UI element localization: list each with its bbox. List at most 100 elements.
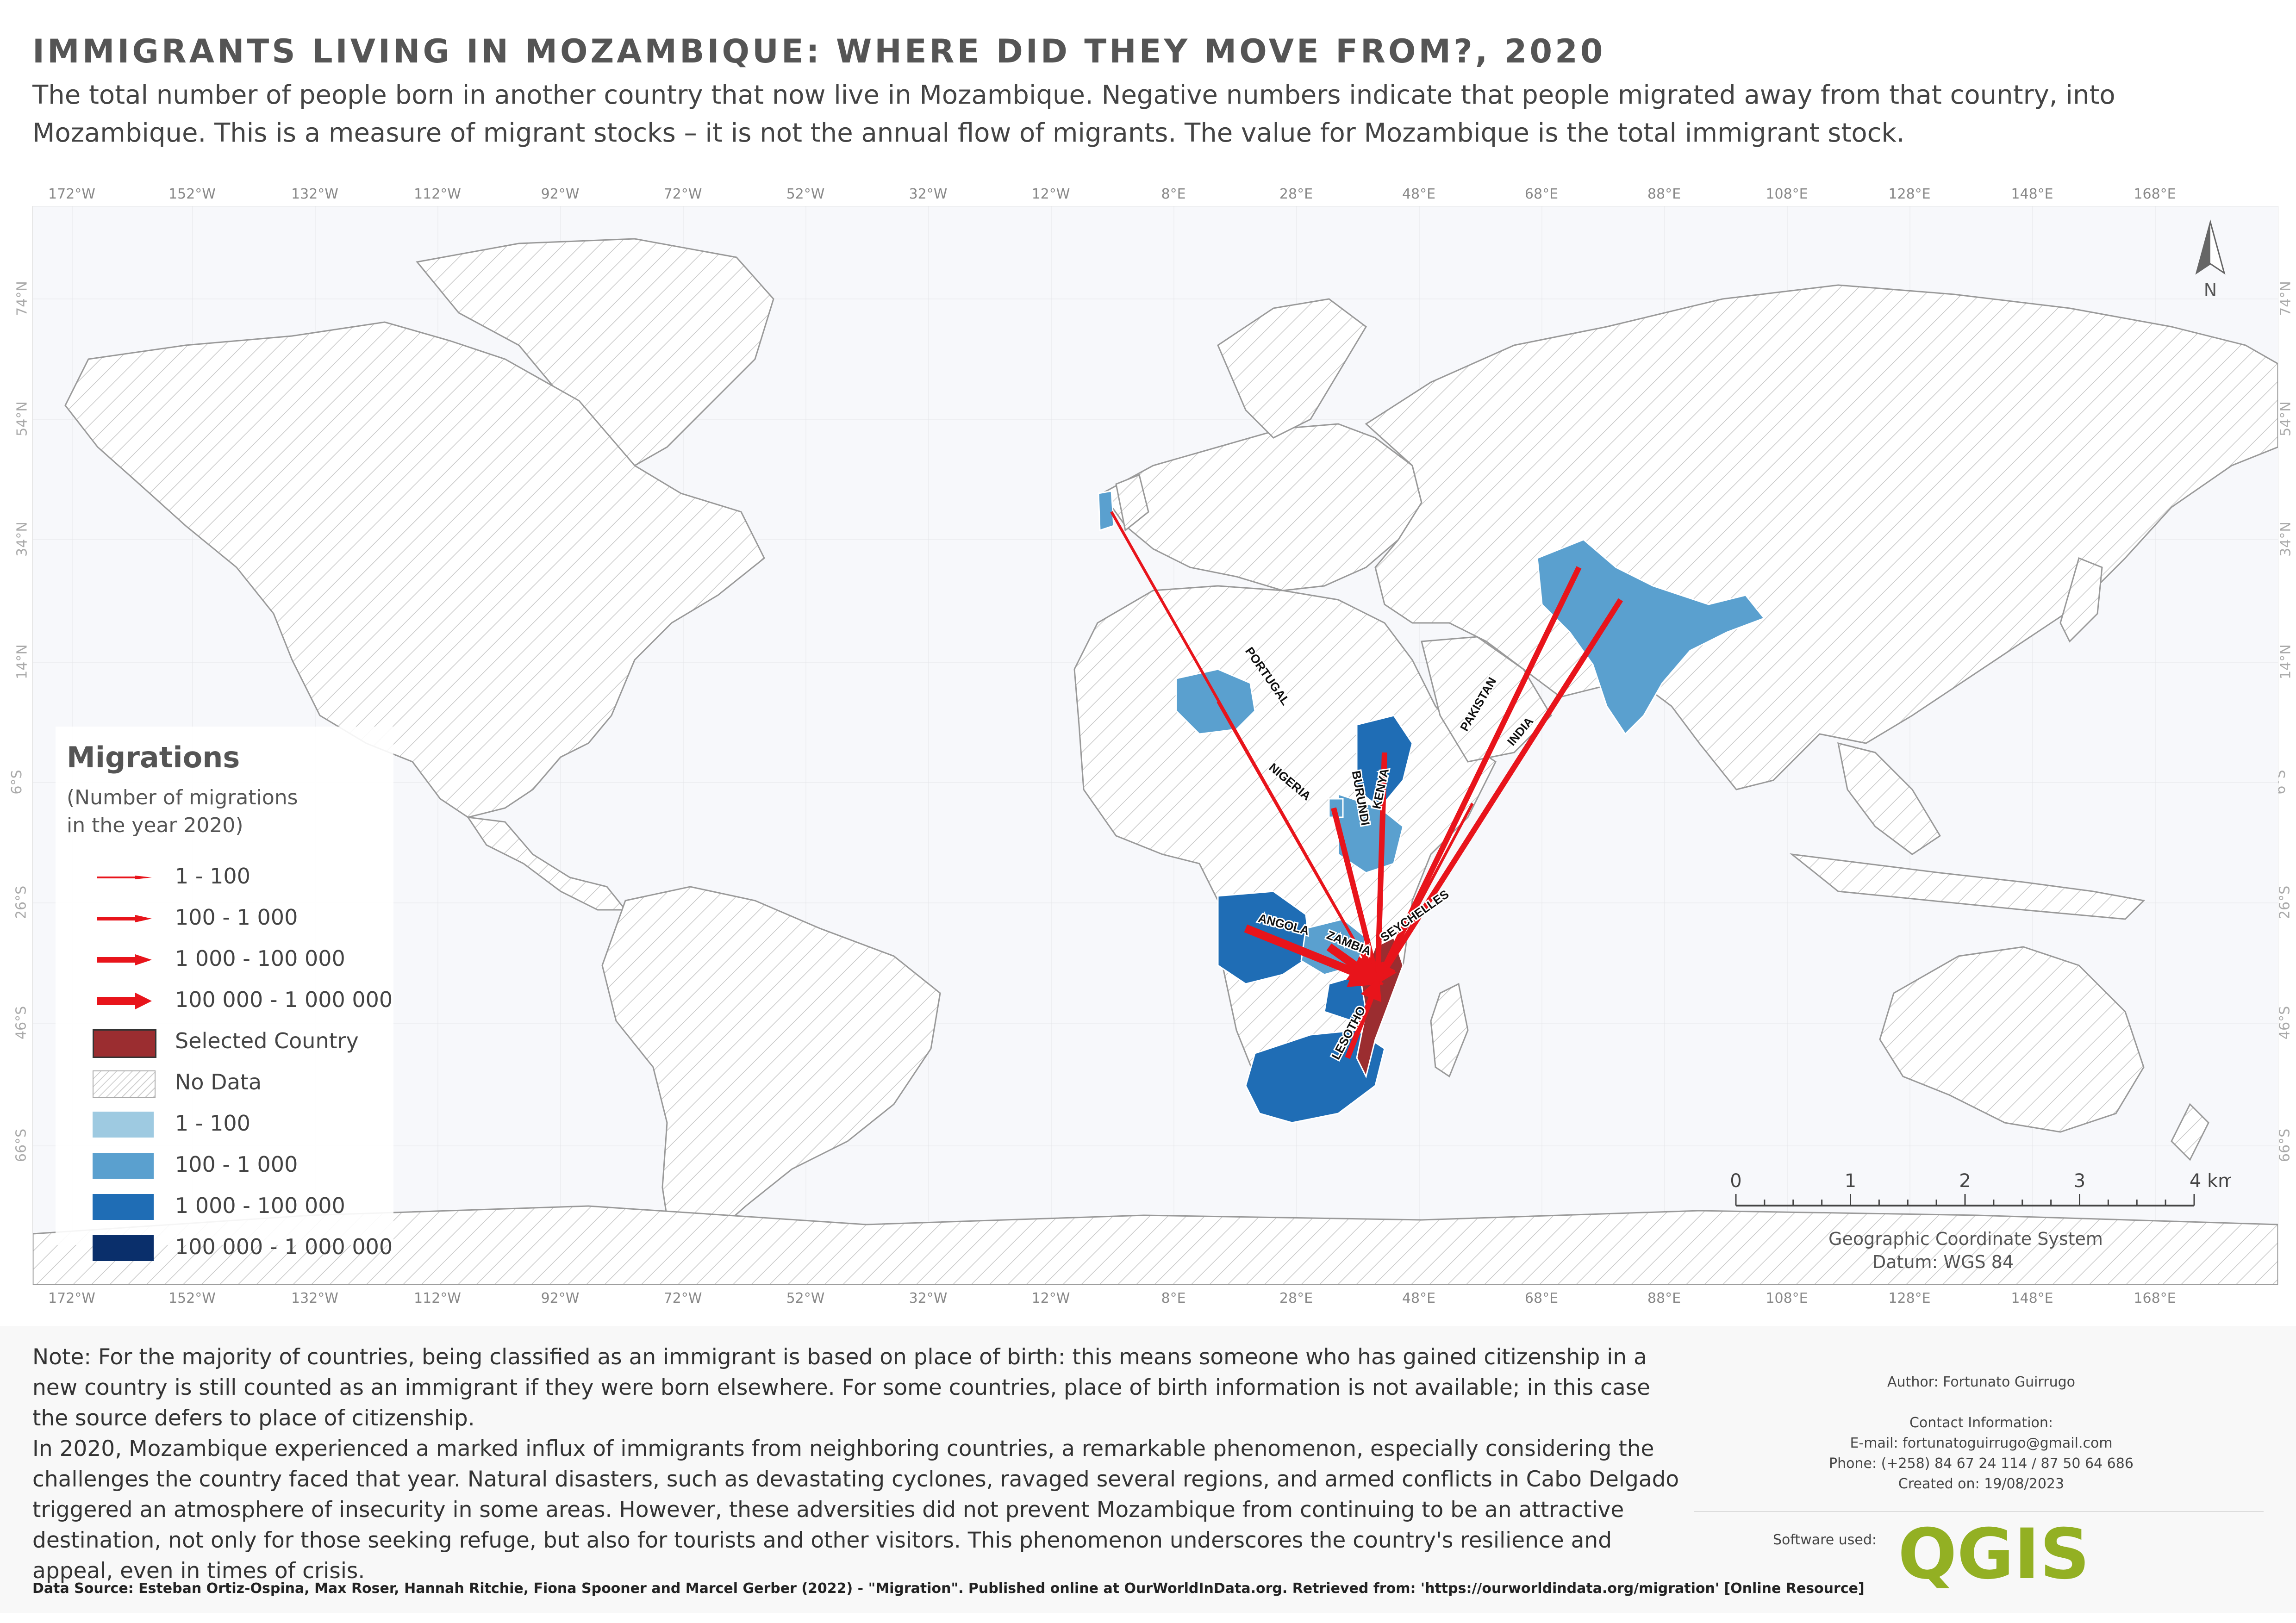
legend-item-label: Selected Country: [175, 1028, 359, 1053]
latitude-labels-right: 74°N 54°N 34°N 14°N 6°S 26°S 46°S 66°S: [2272, 206, 2296, 1284]
scale-label: 1: [1845, 1170, 1856, 1192]
legend-item: 100 000 - 1 000 000: [93, 1231, 398, 1264]
north-america: [64, 321, 765, 818]
longitude-label: 128°E: [1888, 1290, 1931, 1306]
contact-heading: Contact Information:: [1909, 1415, 2053, 1431]
country-tanzania: [1337, 793, 1404, 874]
qgis-logo-icon: QGIS: [1898, 1518, 2090, 1592]
europe: [1101, 423, 1423, 591]
legend-item: 100 000 - 1 000 000: [93, 984, 398, 1017]
new-zealand: [2171, 1103, 2209, 1161]
latitude-label: 46°S: [13, 1006, 30, 1040]
south-america: [601, 886, 941, 1272]
north-arrow-icon: N: [2195, 219, 2226, 300]
longitude-label: 168°E: [2134, 186, 2176, 202]
longitude-label: 128°E: [1888, 186, 1931, 202]
longitude-label: 88°E: [1647, 186, 1681, 202]
legend-item-label: 1 000 - 100 000: [175, 946, 345, 971]
latitude-label: 34°N: [2277, 522, 2294, 557]
longitude-labels-bottom: 172°W 152°W 132°W 112°W 92°W 72°W 52°W 32°W 12°W…: [32, 1290, 2277, 1309]
latitude-labels-left: 74°N 54°N 34°N 14°N 6°S 26°S 46°S 66°S: [9, 206, 32, 1284]
legend-item: 1 000 - 100 000: [93, 943, 398, 976]
legend-arrow-icon: [93, 906, 154, 932]
scale-label: 0: [1731, 1170, 1742, 1192]
longitude-label: 172°W: [48, 186, 95, 202]
latitude-label: 66°S: [13, 1128, 30, 1163]
longitude-label: 8°E: [1161, 186, 1186, 202]
longitude-label: 52°W: [786, 1290, 825, 1306]
crs-label: Geographic Coordinate System: [1828, 1229, 2103, 1249]
longitude-label: 132°W: [291, 1290, 338, 1306]
longitude-label: 148°E: [2011, 186, 2053, 202]
legend-item: 100 - 1 000: [93, 1149, 398, 1181]
legend-color-swatch: [93, 1235, 154, 1261]
longitude-label: 52°W: [786, 186, 825, 202]
latitude-label: 26°S: [13, 885, 30, 920]
central-america: [466, 816, 627, 911]
country-nigeria: [1175, 668, 1256, 735]
legend-color-swatch: [93, 1029, 156, 1058]
longitude-label: 12°W: [1031, 186, 1070, 202]
legend-color-swatch: [93, 1194, 154, 1220]
longitude-label: 172°W: [48, 1290, 95, 1306]
credits-divider: [1694, 1511, 2264, 1512]
credits: Author: Fortunato Guirrugo Contact Infor…: [1694, 1372, 2268, 1494]
longitude-label: 112°W: [414, 1290, 461, 1306]
latitude-label: 54°N: [14, 401, 31, 436]
latitude-label: 74°N: [2277, 281, 2294, 316]
legend-arrow-icon: [93, 864, 154, 890]
scale-label: 2: [1959, 1170, 1971, 1192]
flow-arrow-nigeria: [1217, 701, 1379, 984]
indonesia: [1789, 853, 2146, 920]
legend-color-swatch: [93, 1153, 154, 1179]
legend-item: 100 - 1 000: [93, 902, 398, 934]
qgis-logo-text: QGIS: [1898, 1518, 2090, 1592]
legend-item: 1 000 - 100 000: [93, 1190, 398, 1223]
longitude-label: 108°E: [1766, 186, 1808, 202]
longitude-label: 28°E: [1279, 186, 1313, 202]
legend-item: 1 - 100: [93, 861, 398, 893]
southeast-asia: [1837, 742, 1941, 855]
software-label: Software used:: [1773, 1532, 1877, 1548]
contact-phone: Phone: (+258) 84 67 24 114 / 87 50 64 68…: [1829, 1455, 2134, 1472]
legend-arrow-icon: [93, 947, 154, 973]
longitude-label: 168°E: [2134, 1290, 2176, 1306]
map-frame[interactable]: PORTUGAL NIGERIA BURUNDI KENYA PAKISTAN INDIA…: [32, 206, 2278, 1285]
note-paragraph-1: Note: For the majority of countries, bei…: [32, 1344, 1651, 1431]
country-portugal: [1098, 490, 1115, 532]
latitude-label: 14°N: [2277, 644, 2294, 679]
map-subtitle: The total number of people born in anoth…: [32, 80, 2115, 148]
note-panel: [0, 1326, 2296, 1613]
latitude-label: 6°S: [9, 770, 25, 795]
legend-arrow-icon: [93, 988, 154, 1014]
longitude-label: 72°W: [663, 186, 702, 202]
longitude-label: 132°W: [291, 186, 338, 202]
longitude-label: 92°W: [541, 1290, 580, 1306]
legend-item-label: 1 - 100: [175, 1111, 250, 1136]
longitude-label: 32°W: [909, 186, 948, 202]
latitude-label: 66°S: [2277, 1128, 2293, 1163]
flow-arrow-lesotho: [1345, 977, 1382, 1059]
antarctica: [33, 1205, 2278, 1285]
contact-email: E-mail: fortunatoguirrugo@gmail.com: [1850, 1435, 2113, 1451]
longitude-label: 32°W: [909, 1290, 948, 1306]
legend-subtitle-line2: in the year 2020): [67, 814, 243, 837]
flow-arrow-pakistan: [1375, 566, 1582, 986]
legend-subtitle-line1: (Number of migrations: [67, 786, 298, 809]
scale-end-label: 4 km: [2190, 1170, 2231, 1192]
longitude-label: 68°E: [1524, 186, 1559, 202]
japan: [2059, 557, 2103, 643]
latitude-label: 46°S: [2277, 1006, 2293, 1040]
flow-arrow-seychelles: [1376, 802, 1474, 984]
uk: [1115, 473, 1149, 532]
latitude-label: 14°N: [14, 644, 31, 679]
legend-item-label: No Data: [175, 1070, 262, 1094]
flow-arrow-india: [1375, 598, 1623, 986]
legend-item-label: 100 000 - 1 000 000: [175, 987, 393, 1012]
created-date: Created on: 19/08/2023: [1898, 1476, 2065, 1492]
longitude-label: 92°W: [541, 186, 580, 202]
legend-item-label: 100 000 - 1 000 000: [175, 1234, 393, 1259]
latitude-label: 26°S: [2277, 885, 2293, 920]
longitude-label: 12°W: [1031, 1290, 1070, 1306]
